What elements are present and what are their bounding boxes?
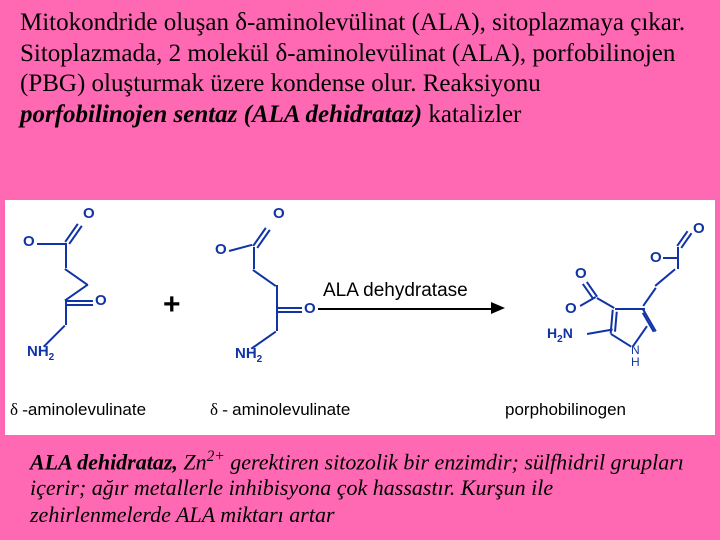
plus-sign: + [163, 288, 181, 322]
slide: Mitokondride oluşan δ-aminolevülinat (AL… [0, 0, 720, 540]
text: Mitokondride oluşan δ-aminolevülinat (AL… [20, 9, 685, 97]
atom-o: O [23, 233, 35, 250]
atom-o: O [693, 220, 705, 237]
reaction-arrow [318, 308, 493, 310]
atom-o: O [95, 292, 107, 309]
paragraph-bottom: ALA dehidrataz, Zn2+ gerektiren sitozoli… [30, 448, 690, 529]
atom-o: O [650, 249, 662, 266]
atom-h: H [631, 355, 640, 369]
atom-o: O [83, 205, 95, 222]
atom-o: O [304, 300, 316, 317]
text: Zn [178, 449, 207, 474]
atom-o: O [215, 241, 227, 258]
text-sup: 2+ [207, 448, 225, 465]
atom-o: O [575, 265, 587, 282]
molecule-ala-1: O O O NH2 [15, 205, 145, 395]
text: katalizler [422, 101, 521, 128]
text-bold: ALA dehidrataz, [30, 449, 178, 474]
atom-h2n: H2N [547, 325, 573, 345]
label-pbg: porphobilinogen [505, 400, 626, 420]
paragraph-top: Mitokondride oluşan δ-aminolevülinat (AL… [20, 8, 690, 130]
text-emph: porfobilinojen sentaz (ALA dehidrataz) [20, 101, 422, 128]
molecule-pbg: O O O O N H [515, 205, 715, 405]
enzyme-label: ALA dehydratase [323, 280, 468, 302]
atom-o: O [565, 300, 577, 317]
atom-o: O [273, 205, 285, 222]
reaction-diagram: O O O NH2 δ -aminolevulinate + [5, 200, 715, 435]
atom-nh2: NH2 [27, 343, 54, 363]
label-ala-1: δ -aminolevulinate [10, 400, 146, 420]
arrow-head-icon [491, 302, 505, 314]
label-ala-2: δ - aminolevulinate [210, 400, 350, 420]
atom-nh2: NH2 [235, 345, 262, 365]
